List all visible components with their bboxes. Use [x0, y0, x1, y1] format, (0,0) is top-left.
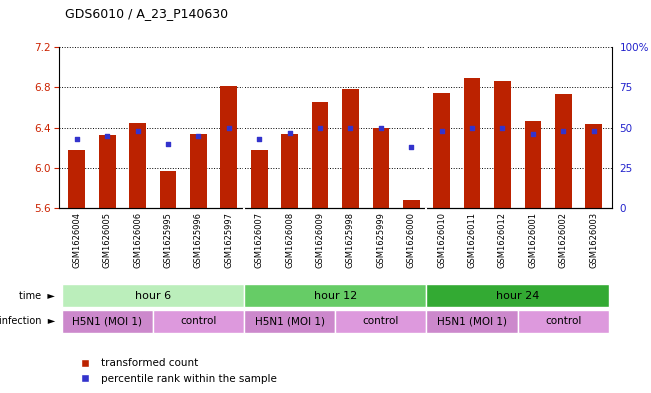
Point — [163, 141, 173, 147]
Text: control: control — [363, 316, 399, 326]
Bar — [403, 200, 420, 208]
Bar — [555, 94, 572, 208]
Bar — [190, 134, 207, 208]
Text: GSM1626011: GSM1626011 — [467, 212, 477, 268]
Point — [254, 136, 264, 142]
Bar — [342, 90, 359, 208]
Bar — [372, 128, 389, 208]
Point — [315, 125, 326, 131]
Text: GSM1626001: GSM1626001 — [529, 212, 537, 268]
Bar — [335, 310, 426, 333]
Text: GSM1625998: GSM1625998 — [346, 212, 355, 268]
Text: GSM1626003: GSM1626003 — [589, 212, 598, 268]
Bar — [62, 284, 244, 307]
Text: H5N1 (MOI 1): H5N1 (MOI 1) — [72, 316, 142, 326]
Point — [558, 128, 568, 134]
Bar — [62, 310, 153, 333]
Text: GSM1626008: GSM1626008 — [285, 212, 294, 268]
Text: GSM1626010: GSM1626010 — [437, 212, 446, 268]
Point — [102, 133, 113, 139]
Bar — [518, 310, 609, 333]
Bar — [159, 171, 176, 208]
Bar — [99, 135, 116, 208]
Text: GDS6010 / A_23_P140630: GDS6010 / A_23_P140630 — [65, 7, 229, 20]
Text: hour 6: hour 6 — [135, 291, 171, 301]
Text: H5N1 (MOI 1): H5N1 (MOI 1) — [437, 316, 507, 326]
Point — [436, 128, 447, 134]
Bar — [434, 94, 450, 208]
Text: GSM1625996: GSM1625996 — [194, 212, 203, 268]
Text: GSM1626002: GSM1626002 — [559, 212, 568, 268]
Text: GSM1626000: GSM1626000 — [407, 212, 416, 268]
Text: hour 12: hour 12 — [314, 291, 357, 301]
Text: GSM1626009: GSM1626009 — [316, 212, 325, 268]
Bar — [464, 78, 480, 208]
Text: GSM1626012: GSM1626012 — [498, 212, 507, 268]
Bar — [251, 150, 268, 208]
Point — [589, 128, 599, 134]
Bar — [426, 284, 609, 307]
Point — [193, 133, 204, 139]
Point — [406, 144, 417, 150]
Bar — [312, 101, 328, 208]
Text: infection  ►: infection ► — [0, 316, 55, 326]
Point — [376, 125, 386, 131]
Bar — [244, 284, 426, 307]
Text: GSM1625995: GSM1625995 — [163, 212, 173, 268]
Bar — [525, 121, 541, 208]
Bar — [244, 310, 335, 333]
Text: H5N1 (MOI 1): H5N1 (MOI 1) — [255, 316, 325, 326]
Point — [284, 129, 295, 136]
Text: hour 24: hour 24 — [496, 291, 540, 301]
Point — [497, 125, 508, 131]
Text: time  ►: time ► — [20, 291, 55, 301]
Legend: transformed count, percentile rank within the sample: transformed count, percentile rank withi… — [70, 354, 281, 388]
Bar — [221, 86, 237, 208]
Point — [132, 128, 143, 134]
Text: GSM1626006: GSM1626006 — [133, 212, 142, 268]
Bar — [426, 310, 518, 333]
Bar — [68, 150, 85, 208]
Bar — [130, 123, 146, 208]
Point — [345, 125, 355, 131]
Text: control: control — [545, 316, 581, 326]
Bar — [494, 81, 511, 208]
Text: GSM1625997: GSM1625997 — [225, 212, 233, 268]
Point — [467, 125, 477, 131]
Text: GSM1626005: GSM1626005 — [103, 212, 112, 268]
Text: GSM1625999: GSM1625999 — [376, 212, 385, 268]
Point — [72, 136, 82, 142]
Text: GSM1626007: GSM1626007 — [255, 212, 264, 268]
Bar — [585, 124, 602, 208]
Text: GSM1626004: GSM1626004 — [72, 212, 81, 268]
Bar — [153, 310, 244, 333]
Text: control: control — [180, 316, 217, 326]
Point — [224, 125, 234, 131]
Point — [528, 131, 538, 137]
Bar — [281, 134, 298, 208]
